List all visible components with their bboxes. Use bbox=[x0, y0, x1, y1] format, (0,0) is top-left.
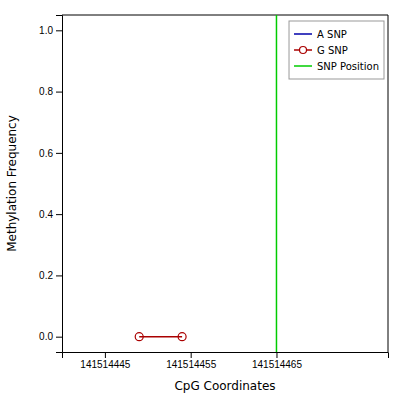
marks bbox=[135, 15, 276, 352]
series-line bbox=[139, 336, 182, 338]
chart: 1415144451415144551415144650.00.20.40.60… bbox=[0, 0, 400, 400]
tick-mark bbox=[191, 352, 192, 358]
y-axis-title: Methylation Frequency bbox=[5, 115, 19, 252]
tick: 0.0 bbox=[39, 331, 62, 342]
tick-mark bbox=[56, 214, 62, 215]
legend-item: G SNP bbox=[294, 45, 348, 56]
tick-mark bbox=[56, 337, 62, 338]
legend-box bbox=[289, 21, 384, 79]
legend-item: A SNP bbox=[294, 29, 347, 40]
legend: A SNP G SNP SNP Position bbox=[289, 21, 384, 79]
tick-label: 0.0 bbox=[39, 331, 53, 342]
plot: 1415144451415144551415144650.00.20.40.60… bbox=[39, 15, 388, 370]
legend-swatch bbox=[294, 33, 312, 35]
tick-mark bbox=[276, 352, 277, 358]
tick-mark bbox=[56, 153, 62, 154]
x-axis-title: CpG Coordinates bbox=[174, 379, 275, 393]
tick-mark bbox=[56, 92, 62, 93]
tick: 0.2 bbox=[39, 270, 62, 281]
tick: 0.6 bbox=[39, 148, 62, 159]
legend-label: G SNP bbox=[317, 45, 348, 56]
tick-label: 0.4 bbox=[39, 209, 53, 220]
tick-label: 141514465 bbox=[252, 359, 302, 370]
tick: 0.4 bbox=[39, 209, 62, 220]
vertical-line bbox=[276, 15, 278, 352]
tick-mark bbox=[56, 275, 62, 276]
tick-mark bbox=[56, 30, 62, 31]
x-axis: 141514445 141514455 141514465 bbox=[63, 352, 389, 370]
legend-label: SNP Position bbox=[317, 61, 379, 72]
frame bbox=[388, 15, 389, 352]
tick: 141514465 bbox=[252, 352, 302, 370]
legend-item: SNP Position bbox=[294, 61, 379, 72]
tick-label: 0.2 bbox=[39, 270, 53, 281]
tick-label: 141514455 bbox=[166, 359, 216, 370]
legend-marker bbox=[300, 47, 307, 54]
point bbox=[178, 333, 186, 341]
tick-label: 1.0 bbox=[39, 25, 53, 36]
tick: 141514445 bbox=[80, 352, 130, 370]
tick: 1.0 bbox=[39, 25, 62, 36]
tick-label: 0.8 bbox=[39, 86, 53, 97]
tick: 141514455 bbox=[166, 352, 216, 370]
tick-label: 141514445 bbox=[80, 359, 130, 370]
tick: 0.8 bbox=[39, 86, 62, 97]
legend-swatch bbox=[294, 65, 312, 67]
point bbox=[135, 333, 143, 341]
axis-line bbox=[63, 353, 389, 359]
tick-mark bbox=[105, 352, 106, 358]
axis-line bbox=[56, 16, 63, 353]
frame bbox=[62, 15, 388, 16]
tick-label: 0.6 bbox=[39, 148, 53, 159]
legend-label: A SNP bbox=[317, 29, 347, 40]
y-axis: 0.0 0.2 0.4 0.6 0.8 1.0 bbox=[39, 16, 62, 353]
